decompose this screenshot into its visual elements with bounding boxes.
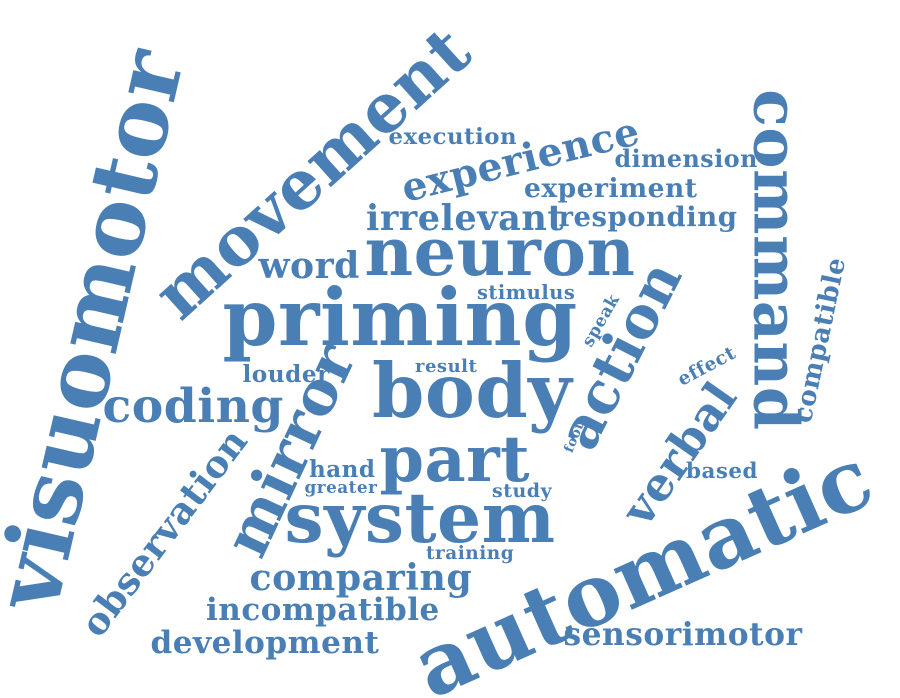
word-execution: execution bbox=[388, 123, 518, 150]
word-training: training bbox=[426, 542, 515, 564]
word-dimension: dimension bbox=[614, 145, 758, 173]
word-greater: greater bbox=[304, 476, 378, 497]
word-study: study bbox=[492, 479, 553, 502]
word-result: result bbox=[415, 356, 478, 377]
word-coding: coding bbox=[102, 378, 284, 434]
word-word: word bbox=[258, 244, 360, 287]
word-comparing: comparing bbox=[249, 556, 473, 599]
word-experiment: experiment bbox=[524, 172, 698, 204]
word-priming: priming bbox=[222, 270, 578, 364]
word-body: body bbox=[372, 346, 573, 435]
word-neuron: neuron bbox=[364, 211, 636, 291]
word-hand: hand bbox=[309, 455, 376, 483]
word-responding: responding bbox=[558, 201, 738, 233]
word-sensorimotor: sensorimotor bbox=[563, 616, 803, 653]
word-based: based bbox=[686, 458, 758, 484]
word-irrelevant: irrelevant bbox=[366, 197, 565, 239]
word-stimulus: stimulus bbox=[477, 280, 576, 304]
word-incompatible: incompatible bbox=[206, 591, 440, 628]
word-development: development bbox=[150, 624, 380, 661]
word-part: part bbox=[379, 421, 531, 496]
word-louder: louder bbox=[242, 360, 330, 388]
word-system: system bbox=[284, 477, 556, 559]
